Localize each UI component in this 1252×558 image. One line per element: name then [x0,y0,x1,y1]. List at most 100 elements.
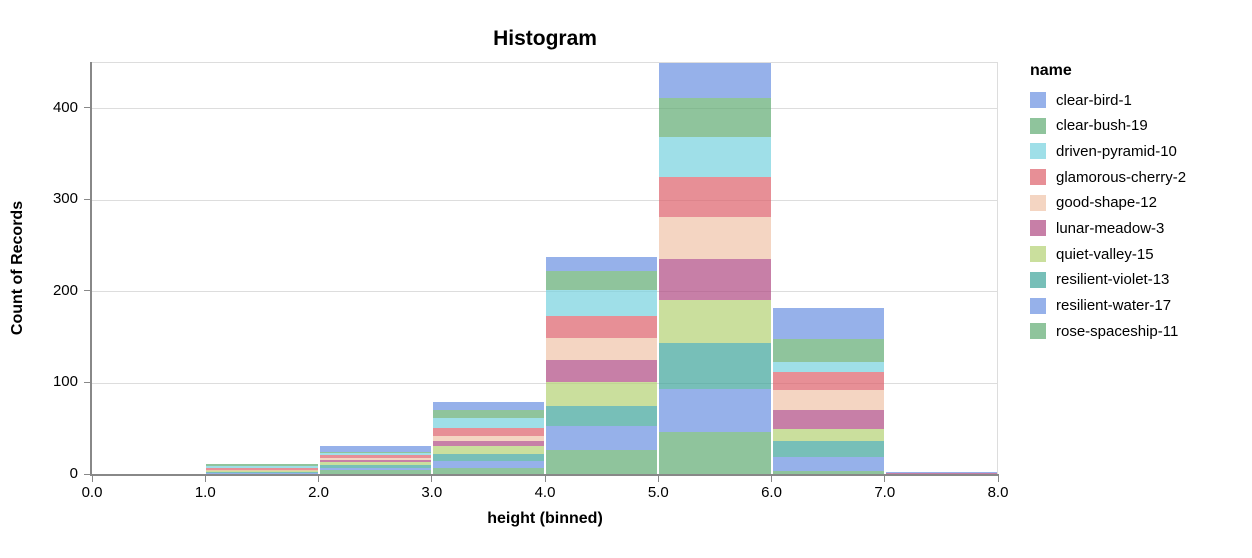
legend-swatch-clear-bush-19 [1030,117,1046,134]
x-tick-2 [318,476,319,482]
legend-item-clear-bush-19: clear-bush-19 [1030,117,1186,135]
legend-label: clear-bush-19 [1056,117,1148,135]
bar-segment-glamorous-cherry-2-bin3 [432,428,544,436]
bar-segment-clear-bush-19-bin2 [319,452,431,454]
legend-item-glamorous-cherry-2: glamorous-cherry-2 [1030,169,1186,186]
legend-item-lunar-meadow-3: lunar-meadow-3 [1030,220,1186,237]
legend-item-clear-bird-1: clear-bird-1 [1030,91,1186,109]
x-tick-label-4: 4.0 [534,484,556,501]
x-tick-label-3: 3.0 [421,484,443,501]
bar-segment-lunar-meadow-3-bin2 [319,460,431,463]
y-tick-200 [84,290,90,292]
legend-swatch-clear-bird-1 [1030,92,1046,108]
x-tick-label-7: 7.0 [874,484,896,501]
bar-segment-good-shape-12-bin4 [546,337,658,360]
bar-segment-clear-bush-19-bin3 [432,410,544,419]
bar-segment-glamorous-cherry-2-bin2 [319,454,431,458]
bar-segment-glamorous-cherry-2-bin5 [659,176,771,217]
bar-segment-good-shape-12-bin5 [659,216,771,259]
legend-swatch-resilient-water-17 [1030,297,1046,314]
legend-label: rose-spaceship-11 [1056,322,1179,340]
y-tick-100 [84,381,90,383]
legend-items: clear-bird-1 clear-bush-19 driven-pyramid-… [1030,91,1186,340]
bar-segment-quiet-valley-15-bin6 [772,429,884,442]
bar-segment-rose-spaceship-11-bin6 [772,471,884,475]
legend-swatch-quiet-valley-15 [1030,246,1046,263]
bar-segment-rose-spaceship-11-bin2 [319,470,431,475]
y-axis-domain-line [90,62,92,475]
legend-label: resilient-violet-13 [1056,271,1170,289]
bar-segment-driven-pyramid-10-bin4 [546,290,658,316]
bar-segment-quiet-valley-15-bin1 [206,470,318,473]
bar-segment-clear-bird-1-bin3 [432,401,544,410]
bar-segment-clear-bush-19-bin1 [206,464,318,466]
legend-swatch-rose-spaceship-11 [1030,323,1046,340]
legend-swatch-driven-pyramid-10 [1030,143,1046,160]
y-tick-label-200: 200 [52,281,78,299]
bar-segment-driven-pyramid-10-bin1 [206,465,318,468]
legend-label: quiet-valley-15 [1056,245,1154,263]
bar-segment-clear-bird-1-bin4 [546,257,658,271]
bar-segment-quiet-valley-15-bin3 [432,445,544,454]
bar-segment-resilient-water-17-bin6 [772,456,884,472]
legend: name clear-bird-1 clear-bush-19 driven-pyr… [1030,62,1186,349]
chart-title: Histogram [493,27,597,50]
legend-item-quiet-valley-15: quiet-valley-15 [1030,245,1186,263]
y-tick-label-100: 100 [52,373,78,391]
x-tick-4 [544,476,546,482]
y-gridline-100 [92,382,998,384]
y-tick-label-300: 300 [52,190,78,208]
legend-item-resilient-water-17: resilient-water-17 [1030,297,1186,314]
bar-segment-glamorous-cherry-2-bin6 [772,372,884,390]
bar-segment-clear-bird-1-bin7 [885,472,997,474]
x-tick-3 [431,476,433,482]
bar-segment-clear-bird-1-bin6 [772,308,884,339]
bar-segment-driven-pyramid-10-bin5 [659,137,771,177]
y-tick-400 [84,107,90,109]
bar-segment-lunar-meadow-3-bin3 [432,441,544,446]
bar-segment-clear-bird-1-bin5 [659,63,771,98]
x-tick-6 [771,476,772,482]
y-tick-label-0: 0 [69,465,78,482]
y-gridline-400 [92,108,998,110]
bar-segment-resilient-water-17-bin2 [319,467,431,471]
bar-segment-driven-pyramid-10-bin6 [772,362,884,373]
bar-segment-clear-bush-19-bin4 [546,270,658,291]
x-tick-label-2: 2.0 [308,484,329,501]
x-tick-7 [884,476,886,482]
bar-segment-driven-pyramid-10-bin3 [432,418,544,429]
y-tick-label-400: 400 [52,98,78,116]
legend-label: clear-bird-1 [1056,91,1132,109]
bar-segment-driven-pyramid-10-bin2 [319,453,431,455]
y-tick-0 [84,473,90,475]
legend-swatch-good-shape-12 [1030,194,1046,211]
bar-segment-quiet-valley-15-bin2 [319,462,431,465]
bar-segment-resilient-water-17-bin5 [659,388,771,432]
bar-segment-lunar-meadow-3-bin7 [885,473,997,475]
legend-swatch-lunar-meadow-3 [1030,220,1046,237]
x-tick-label-8: 8.0 [987,484,1009,501]
bar-segment-resilient-violet-13-bin3 [432,453,544,462]
legend-item-driven-pyramid-10: driven-pyramid-10 [1030,142,1186,160]
y-gridline-200 [92,291,998,293]
legend-label: resilient-water-17 [1056,297,1172,314]
bar-segment-resilient-water-17-bin1 [206,473,318,475]
x-tick-label-0: 0.0 [81,484,103,501]
bar-segment-resilient-water-17-bin3 [432,461,544,468]
x-tick-1 [204,476,206,482]
bar-segment-quiet-valley-15-bin5 [659,300,771,344]
bar-segment-rose-spaceship-11-bin3 [432,467,544,475]
bar-segment-resilient-violet-13-bin2 [319,464,431,468]
y-axis-title: Count of Records [9,200,26,336]
x-tick-5 [657,476,659,482]
bar-segment-resilient-violet-13-bin6 [772,441,884,457]
x-tick-0 [91,476,93,482]
legend-label: good-shape-12 [1056,194,1157,212]
bar-segment-clear-bird-1-bin2 [319,445,431,453]
x-axis-domain-line [90,474,999,476]
legend-item-rose-spaceship-11: rose-spaceship-11 [1030,322,1186,340]
legend-item-good-shape-12: good-shape-12 [1030,194,1186,212]
legend-label: driven-pyramid-10 [1056,142,1177,160]
bar-segment-resilient-water-17-bin4 [546,426,658,451]
